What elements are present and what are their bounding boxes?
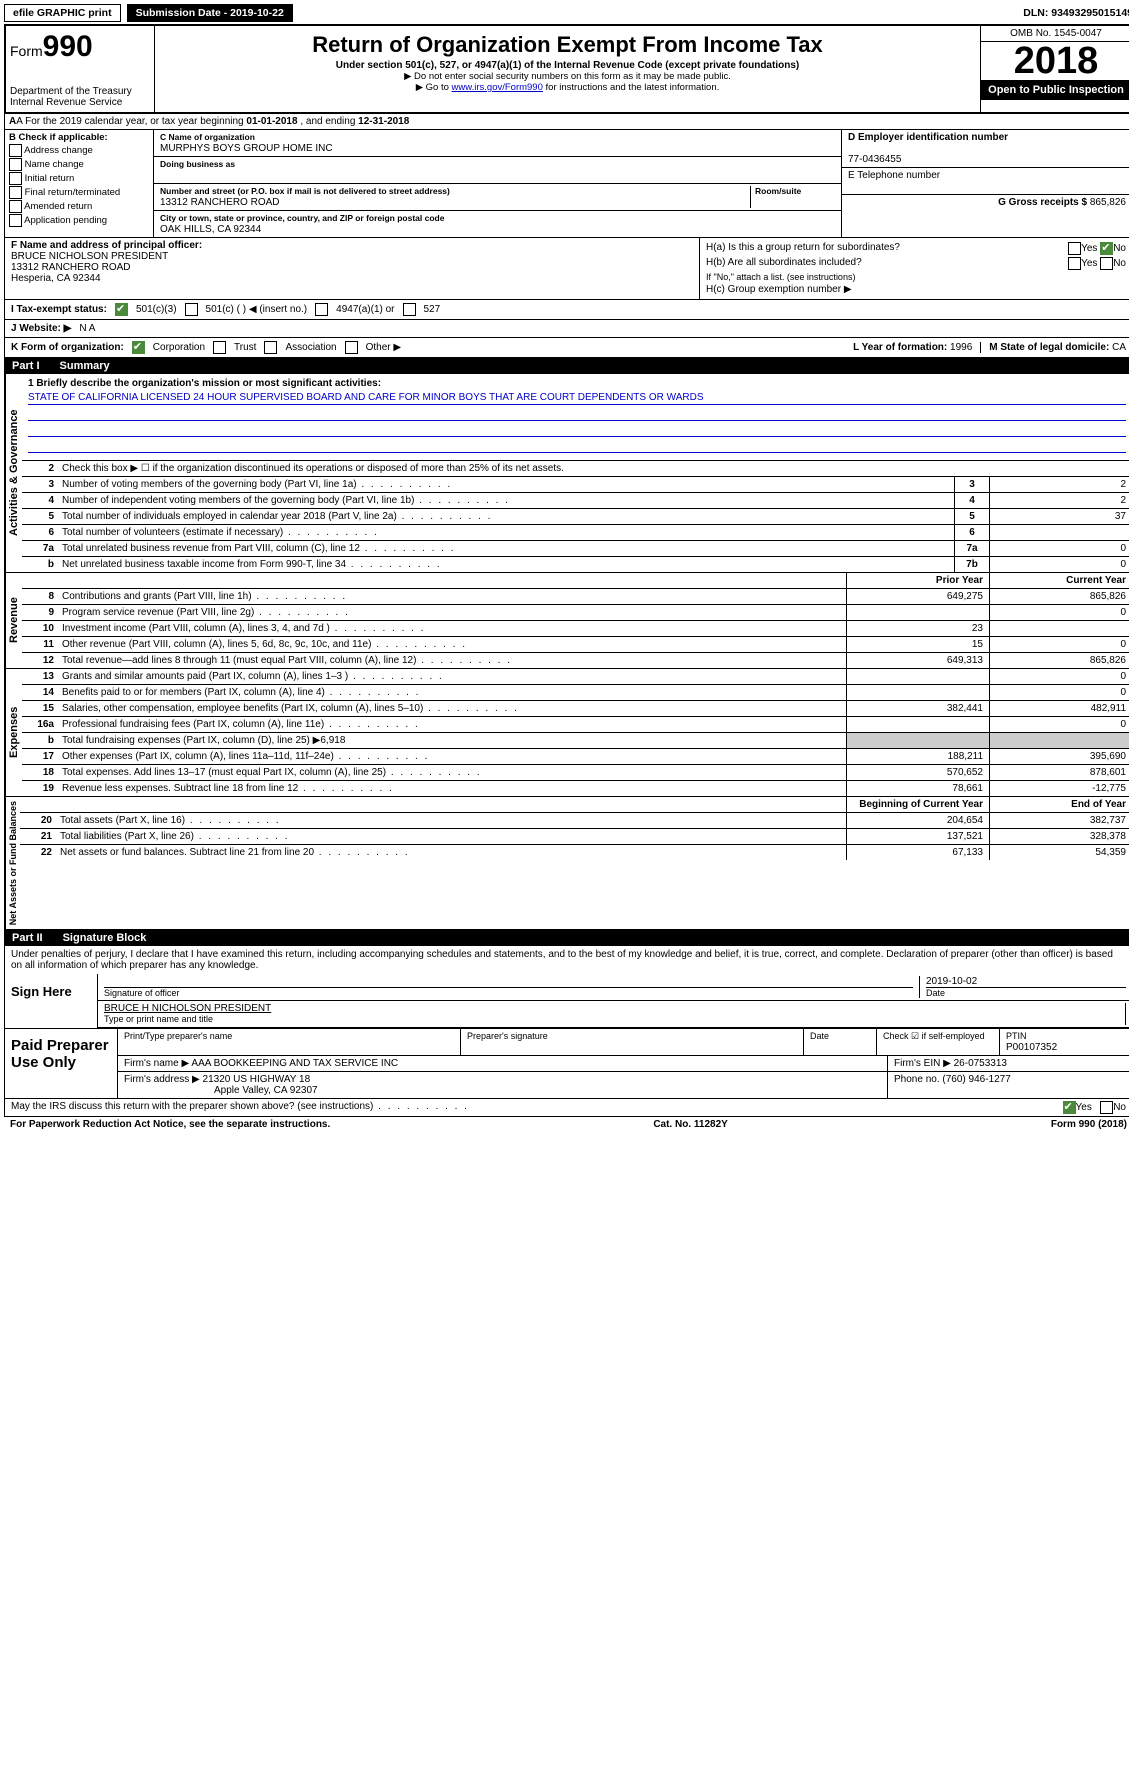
- governance-label: Activities & Governance: [5, 374, 22, 572]
- expenses-label: Expenses: [5, 669, 22, 796]
- box-f: F Name and address of principal officer:…: [5, 238, 700, 299]
- row-j: J Website: ▶N A: [4, 320, 1129, 338]
- submission-date-box: Submission Date - 2019-10-22: [127, 4, 293, 22]
- form-title: Return of Organization Exempt From Incom…: [161, 32, 974, 58]
- row-klm: K Form of organization: Corporation Trus…: [4, 338, 1129, 358]
- table-row: 12Total revenue—add lines 8 through 11 (…: [22, 653, 1129, 668]
- form-subtitle: Under section 501(c), 527, or 4947(a)(1)…: [161, 60, 974, 71]
- irs-link[interactable]: www.irs.gov/Form990: [452, 82, 543, 93]
- box-c: C Name of organizationMURPHYS BOYS GROUP…: [154, 130, 842, 237]
- table-row: 5Total number of individuals employed in…: [22, 509, 1129, 525]
- preparer-section: Paid Preparer Use Only Print/Type prepar…: [4, 1029, 1129, 1099]
- governance-section: Activities & Governance 1 Briefly descri…: [4, 374, 1129, 573]
- table-row: 9Program service revenue (Part VIII, lin…: [22, 605, 1129, 621]
- part2-header: Part IISignature Block: [4, 930, 1129, 946]
- dln-label: DLN: 93493295015149: [1023, 7, 1129, 19]
- org-city: OAK HILLS, CA 92344: [160, 224, 261, 235]
- section-bcdeg: B Check if applicable: Address change Na…: [4, 130, 1129, 238]
- ein: 77-0436455: [848, 154, 901, 165]
- table-row: 4Number of independent voting members of…: [22, 493, 1129, 509]
- table-row: bNet unrelated business taxable income f…: [22, 557, 1129, 572]
- table-row: 22Net assets or fund balances. Subtract …: [20, 845, 1129, 860]
- section-fh: F Name and address of principal officer:…: [4, 238, 1129, 300]
- org-name: MURPHYS BOYS GROUP HOME INC: [160, 143, 333, 154]
- table-row: 14Benefits paid to or for members (Part …: [22, 685, 1129, 701]
- footer: For Paperwork Reduction Act Notice, see …: [4, 1117, 1129, 1132]
- netassets-label: Net Assets or Fund Balances: [5, 797, 20, 929]
- table-row: 10Investment income (Part VIII, column (…: [22, 621, 1129, 637]
- tax-year: 2018: [981, 42, 1129, 80]
- netassets-section: Net Assets or Fund Balances Beginning of…: [4, 797, 1129, 930]
- perjury-text: Under penalties of perjury, I declare th…: [5, 946, 1129, 974]
- box-de: D Employer identification number77-04364…: [842, 130, 1129, 237]
- dept-label: Department of the Treasury: [10, 86, 150, 97]
- expenses-section: Expenses 13Grants and similar amounts pa…: [4, 669, 1129, 797]
- table-row: 20Total assets (Part X, line 16)204,6543…: [20, 813, 1129, 829]
- form-prefix: Form: [10, 43, 43, 59]
- revenue-section: Revenue Prior YearCurrent Year 8Contribu…: [4, 573, 1129, 669]
- table-row: 19Revenue less expenses. Subtract line 1…: [22, 781, 1129, 796]
- row-i: I Tax-exempt status: 501(c)(3) 501(c) ( …: [4, 300, 1129, 320]
- gross-receipts: 865,826: [1090, 197, 1126, 208]
- table-row: 6Total number of volunteers (estimate if…: [22, 525, 1129, 541]
- form-number: 990: [43, 30, 93, 63]
- table-row: 15Salaries, other compensation, employee…: [22, 701, 1129, 717]
- table-row: 16aProfessional fundraising fees (Part I…: [22, 717, 1129, 733]
- note-goto: ▶ Go to www.irs.gov/Form990 for instruct…: [161, 82, 974, 93]
- row-a: AA For the 2019 calendar year, or tax ye…: [4, 114, 1129, 130]
- discuss-row: May the IRS discuss this return with the…: [4, 1099, 1129, 1117]
- signature-section: Under penalties of perjury, I declare th…: [4, 946, 1129, 1029]
- table-row: 21Total liabilities (Part X, line 26)137…: [20, 829, 1129, 845]
- table-row: 3Number of voting members of the governi…: [22, 477, 1129, 493]
- table-row: 13Grants and similar amounts paid (Part …: [22, 669, 1129, 685]
- top-bar: efile GRAPHIC print Submission Date - 20…: [4, 4, 1129, 22]
- sign-here-label: Sign Here: [5, 974, 98, 1028]
- revenue-label: Revenue: [5, 573, 22, 668]
- form-header: Form990 Department of the Treasury Inter…: [4, 24, 1129, 114]
- part1-header: Part ISummary: [4, 358, 1129, 374]
- efile-box: efile GRAPHIC print: [4, 4, 121, 22]
- irs-label: Internal Revenue Service: [10, 97, 150, 108]
- box-h: H(a) Is this a group return for subordin…: [700, 238, 1129, 299]
- table-row: bTotal fundraising expenses (Part IX, co…: [22, 733, 1129, 749]
- table-row: 18Total expenses. Add lines 13–17 (must …: [22, 765, 1129, 781]
- note-ssn: ▶ Do not enter social security numbers o…: [161, 71, 974, 82]
- paid-preparer-label: Paid Preparer Use Only: [5, 1029, 118, 1098]
- mission-text: STATE OF CALIFORNIA LICENSED 24 HOUR SUP…: [28, 392, 1126, 405]
- org-address: 13312 RANCHERO ROAD: [160, 197, 279, 208]
- box-b: B Check if applicable: Address change Na…: [5, 130, 154, 237]
- table-row: 17Other expenses (Part IX, column (A), l…: [22, 749, 1129, 765]
- table-row: 8Contributions and grants (Part VIII, li…: [22, 589, 1129, 605]
- table-row: 11Other revenue (Part VIII, column (A), …: [22, 637, 1129, 653]
- inspection-badge: Open to Public Inspection: [981, 80, 1129, 100]
- table-row: 7aTotal unrelated business revenue from …: [22, 541, 1129, 557]
